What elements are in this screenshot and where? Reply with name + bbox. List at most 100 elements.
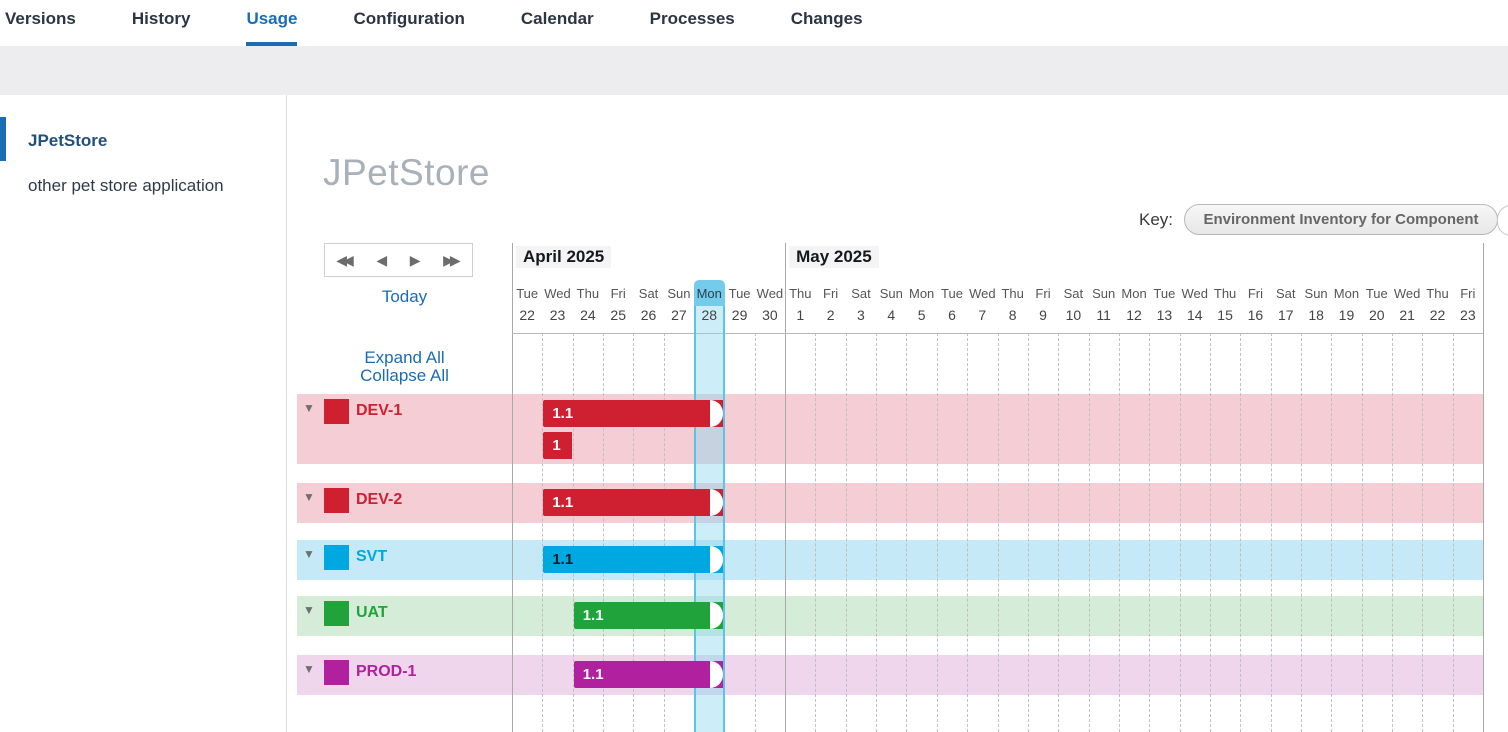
day-of-week-label: Fri (1247, 286, 1263, 301)
day-number-label: 5 (917, 307, 926, 323)
month-boundary-line (785, 243, 787, 732)
day-number-label: 19 (1338, 307, 1355, 323)
version-bar-dev-1-1-1[interactable]: 1.1 (543, 400, 724, 427)
month-boundary-line (512, 243, 513, 732)
version-bar-label: 1.1 (552, 494, 574, 511)
sidebar-item-other-pet-store-application[interactable]: other pet store application (28, 176, 224, 195)
version-bar-dev-1-1[interactable]: 1 (543, 432, 572, 459)
expand-all-link[interactable]: Expand All (364, 348, 445, 367)
version-bar-label: 1.1 (552, 551, 574, 568)
timeline-nav: ◀◀ ◀ ▶ ▶▶ (324, 243, 473, 277)
fast-backward-icon[interactable]: ◀◀ (336, 251, 353, 268)
version-bar-label: 1 (552, 437, 561, 454)
tab-calendar[interactable]: Calendar (520, 9, 594, 28)
env-row-label: SVT (356, 548, 388, 565)
day-grid-line (1058, 333, 1060, 732)
forward-icon[interactable]: ▶ (409, 251, 421, 268)
day-grid-line (1391, 333, 1393, 732)
day-number-label: 27 (671, 307, 687, 323)
day-number-label: 3 (857, 307, 865, 323)
env-row-label: UAT (356, 604, 388, 621)
day-of-week-label: Fri (823, 286, 839, 301)
env-color-swatch (324, 660, 349, 685)
day-of-week-label: Thu (1001, 286, 1024, 301)
tab-usage[interactable]: Usage (246, 0, 298, 46)
day-number-label: 23 (1460, 307, 1476, 323)
day-number-label: 10 (1065, 307, 1082, 323)
day-of-week-label: Sun (1092, 286, 1116, 301)
today-header-highlight (694, 280, 726, 306)
collapse-all-link[interactable]: Collapse All (360, 366, 449, 385)
day-number-label: 17 (1277, 307, 1294, 323)
today-link[interactable]: Today (381, 287, 428, 306)
day-grid-line (906, 333, 908, 732)
selected-item-indicator (0, 117, 6, 161)
month-label-may-2025: May 2025 (789, 246, 879, 268)
backward-icon[interactable]: ◀ (376, 251, 388, 268)
version-bar-label: 1.1 (582, 666, 604, 683)
day-of-week-label: Sat (851, 286, 871, 301)
day-grid-line (754, 333, 756, 732)
bar-rounded-end (710, 602, 724, 629)
header-bottom-border (512, 333, 1483, 334)
sidebar-item-jpetstore[interactable]: JPetStore (28, 131, 108, 150)
version-bar-uat-1-1[interactable]: 1.1 (573, 602, 724, 629)
day-of-week-label: Wed (969, 286, 996, 301)
fast-forward-icon[interactable]: ▶▶ (443, 251, 460, 268)
env-color-swatch (324, 545, 349, 570)
day-of-week-label: Thu (1426, 286, 1449, 301)
day-grid-line (815, 333, 817, 732)
tab-history[interactable]: History (131, 9, 191, 28)
day-of-week-label: Sat (1063, 286, 1084, 301)
version-bar-dev-2-1-1[interactable]: 1.1 (543, 489, 724, 516)
month-label-april-2025: April 2025 (516, 246, 612, 268)
collapse-row-icon[interactable]: ▼ (303, 547, 315, 561)
version-bar-svt-1-1[interactable]: 1.1 (543, 546, 724, 573)
day-grid-line (542, 333, 544, 732)
env-row-label: DEV-1 (356, 402, 403, 419)
env-row-svt: ▼ SVT (297, 540, 1483, 580)
day-number-label: 4 (887, 307, 896, 323)
tab-configuration[interactable]: Configuration (353, 9, 465, 28)
version-bar-prod-1-1-1[interactable]: 1.1 (573, 661, 724, 688)
day-grid-line (1452, 333, 1454, 732)
day-grid-line (1179, 333, 1181, 732)
tab-versions[interactable]: Versions (5, 9, 76, 28)
bar-rounded-end (710, 400, 724, 427)
day-number-label: 14 (1186, 307, 1203, 323)
day-grid-line (1270, 333, 1272, 732)
day-number-label: 26 (640, 307, 657, 323)
sidebar: JPetStore other pet store application (0, 95, 287, 732)
day-grid-line (1240, 333, 1242, 732)
collapse-row-icon[interactable]: ▼ (303, 603, 315, 617)
env-color-swatch (324, 399, 349, 424)
day-of-week-label: Sun (879, 286, 903, 301)
day-number-label: 28 (701, 307, 718, 323)
collapse-row-icon[interactable]: ▼ (303, 662, 315, 676)
env-color-swatch (324, 601, 349, 626)
day-of-week-label: Sun (667, 286, 691, 301)
day-number-label: 1 (796, 307, 805, 323)
tab-changes[interactable]: Changes (790, 9, 863, 28)
day-of-week-label: Thu (789, 286, 812, 301)
day-of-week-label: Wed (1393, 286, 1421, 301)
collapse-row-icon[interactable]: ▼ (303, 490, 315, 504)
bar-rounded-end (710, 661, 724, 688)
env-row-label: DEV-2 (356, 491, 403, 508)
day-number-label: 6 (948, 307, 956, 323)
day-grid-line (1300, 333, 1302, 732)
day-number-label: 7 (978, 307, 987, 323)
tab-processes[interactable]: Processes (649, 9, 735, 28)
day-of-week-label: Mon (908, 286, 935, 301)
day-grid-line (1088, 333, 1090, 732)
day-of-week-label: Fri (610, 286, 626, 301)
day-number-label: 22 (1429, 307, 1446, 323)
subheader-band (0, 46, 1508, 95)
day-of-week-label: Thu (1213, 286, 1237, 301)
bar-rounded-end (710, 489, 724, 516)
key-dropdown[interactable]: Environment Inventory for Component (1184, 204, 1498, 235)
day-number-label: 2 (826, 307, 835, 323)
collapse-row-icon[interactable]: ▼ (303, 401, 315, 415)
day-grid-line (572, 333, 574, 732)
day-grid-line (1209, 333, 1211, 732)
